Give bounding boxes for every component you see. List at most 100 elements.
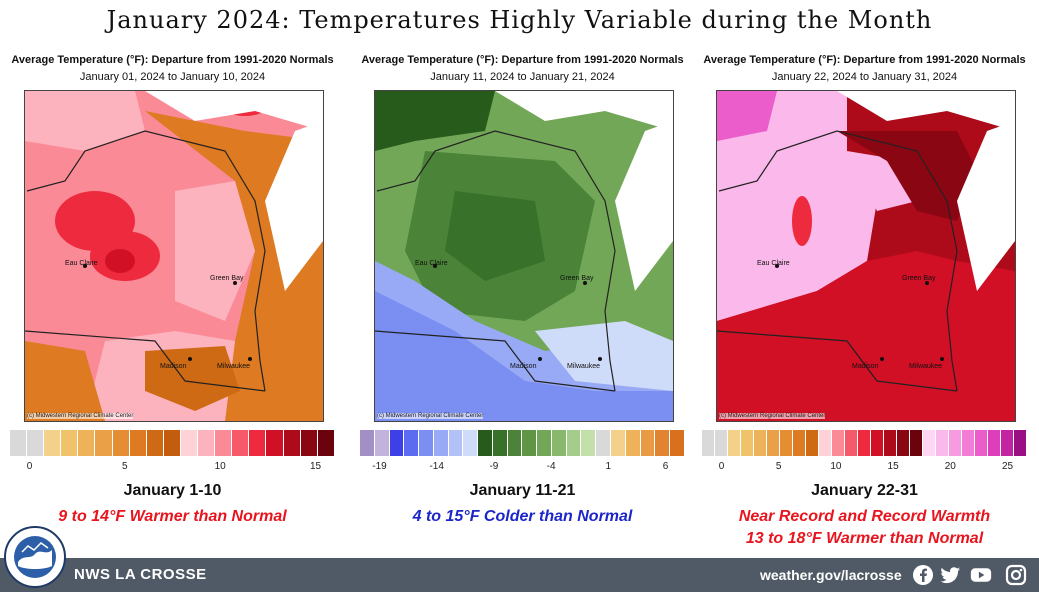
legend-ticks: 0 5 10 15 (10, 461, 335, 475)
legend-swatch (793, 430, 806, 456)
panel-jan-22-31: Average Temperature (°F): Departure from… (692, 50, 1037, 550)
summary-text: Near Record and Record Warmth 13 to 18°F … (692, 506, 1037, 550)
legend-swatch (10, 430, 28, 456)
legend-swatch (949, 430, 962, 456)
legend-swatch (988, 430, 1001, 456)
legend-tick-label: -19 (372, 461, 387, 472)
legend-swatch (360, 430, 375, 456)
legend-swatch (283, 430, 301, 456)
legend-tick-label: 0 (718, 461, 725, 472)
website-link[interactable]: weather.gov/lacrosse (760, 567, 902, 583)
legend-tick-label: -9 (489, 461, 499, 472)
legend-tick-label: 5 (775, 461, 782, 472)
legend-swatch (625, 430, 641, 456)
legend-swatch (858, 430, 871, 456)
legend-swatch (715, 430, 728, 456)
map-credit: (c) Midwestern Regional Climate Center (27, 413, 134, 419)
city-label: Madison (160, 363, 187, 370)
map-period: January 11, 2024 to January 21, 2024 (430, 71, 615, 83)
legend-swatch (1001, 430, 1014, 456)
legend-swatch (1014, 430, 1027, 456)
date-range-label: January 1-10 (123, 482, 222, 499)
legend-swatch (975, 430, 988, 456)
legend-ticks: -19 -14 -9 -4 1 6 (360, 461, 685, 475)
legend-tick-label: 15 (887, 461, 899, 472)
legend-swatch (389, 430, 405, 456)
legend-swatch (611, 430, 626, 456)
legend-swatch (61, 430, 79, 456)
legend-swatch (754, 430, 767, 456)
date-range-label: January 11-21 (469, 482, 576, 499)
twitter-icon[interactable] (940, 564, 962, 586)
legend-tick-label: -4 (546, 461, 556, 472)
city-label: Eau Claire (757, 260, 790, 267)
legend-swatch (478, 430, 493, 456)
summary-line: Near Record and Record Warmth (738, 508, 991, 525)
city-label: Eau Claire (415, 260, 448, 267)
instagram-icon[interactable] (1005, 564, 1027, 586)
legend-swatch (537, 430, 552, 456)
color-legend (360, 430, 685, 456)
city-label: Green Bay (902, 275, 936, 282)
legend-swatch (317, 430, 335, 456)
legend-swatch (198, 430, 216, 456)
legend-swatch (146, 430, 164, 456)
city-label: Green Bay (560, 275, 594, 282)
legend-swatch (433, 430, 449, 456)
legend-swatch (670, 430, 685, 456)
legend-swatch (566, 430, 582, 456)
map-header: Average Temperature (°F): Departure from… (361, 54, 684, 66)
legend-swatch (728, 430, 741, 456)
legend-tick-label: 0 (26, 461, 33, 472)
date-range-label: January 22-31 (811, 482, 918, 499)
map-period: January 01, 2024 to January 10, 2024 (79, 71, 266, 83)
footer-bar: NWS LA CROSSE weather.gov/lacrosse (0, 558, 1039, 592)
temperature-map: Eau Claire Green Bay Madison Milwaukee (… (716, 90, 1016, 422)
city-label: Green Bay (210, 275, 244, 282)
nws-logo (4, 526, 66, 588)
legend-swatch (581, 430, 597, 456)
facebook-icon[interactable] (912, 564, 934, 586)
legend-swatch (112, 430, 130, 456)
color-legend (10, 430, 335, 456)
city-label: Milwaukee (567, 363, 600, 370)
city-label: Milwaukee (909, 363, 942, 370)
legend-swatch (180, 430, 199, 456)
legend-tick-label: 1 (605, 461, 612, 472)
legend-swatch (655, 430, 671, 456)
legend-swatch (249, 430, 267, 456)
legend-swatch (741, 430, 754, 456)
city-label: Milwaukee (217, 363, 250, 370)
summary-text: 4 to 15°F Colder than Normal (350, 506, 695, 528)
legend-tick-label: -14 (429, 461, 444, 472)
legend-swatch (44, 430, 62, 456)
temperature-map: Eau Claire Green Bay Madison Milwaukee (… (24, 90, 324, 422)
legend-swatch (832, 430, 845, 456)
color-legend (702, 430, 1027, 456)
legend-swatch (232, 430, 250, 456)
legend-tick-label: 10 (830, 461, 842, 472)
legend-swatch (419, 430, 434, 456)
legend-swatch (767, 430, 780, 456)
legend-swatch (871, 430, 884, 456)
legend-tick-label: 25 (1001, 461, 1014, 472)
legend-ticks: 0 5 10 15 20 25 (702, 461, 1027, 475)
legend-swatch (819, 430, 832, 456)
legend-swatch (27, 430, 45, 456)
legend-swatch (463, 430, 479, 456)
legend-tick-label: 5 (122, 461, 128, 472)
legend-swatch (448, 430, 464, 456)
youtube-icon[interactable] (970, 564, 992, 586)
city-label: Madison (510, 363, 537, 370)
legend-swatch (897, 430, 910, 456)
legend-swatch (551, 430, 567, 456)
map-header: Average Temperature (°F): Departure from… (11, 54, 334, 66)
city-label: Eau Claire (65, 260, 98, 267)
legend-swatch (910, 430, 923, 456)
page-title: January 2024: Temperatures Highly Variab… (106, 6, 933, 34)
city-label: Madison (852, 363, 879, 370)
legend-tick-label: 20 (944, 461, 956, 472)
legend-swatch (845, 430, 858, 456)
summary-line: 4 to 15°F Colder than Normal (412, 508, 633, 525)
legend-swatch (962, 430, 975, 456)
